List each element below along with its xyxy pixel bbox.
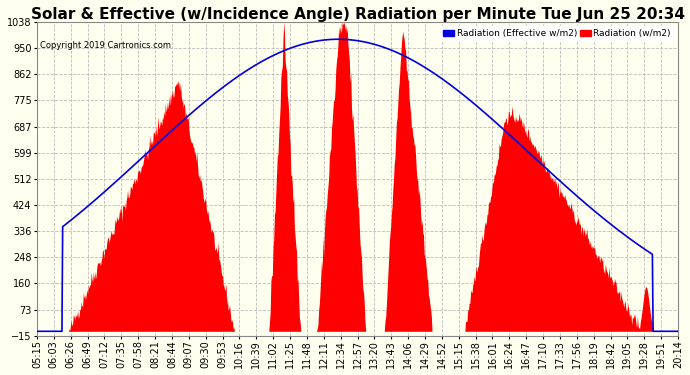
Title: Solar & Effective (w/Incidence Angle) Radiation per Minute Tue Jun 25 20:34: Solar & Effective (w/Incidence Angle) Ra… <box>30 7 684 22</box>
Text: Copyright 2019 Cartronics.com: Copyright 2019 Cartronics.com <box>40 41 171 50</box>
Legend: Radiation (Effective w/m2), Radiation (w/m2): Radiation (Effective w/m2), Radiation (w… <box>440 27 673 41</box>
